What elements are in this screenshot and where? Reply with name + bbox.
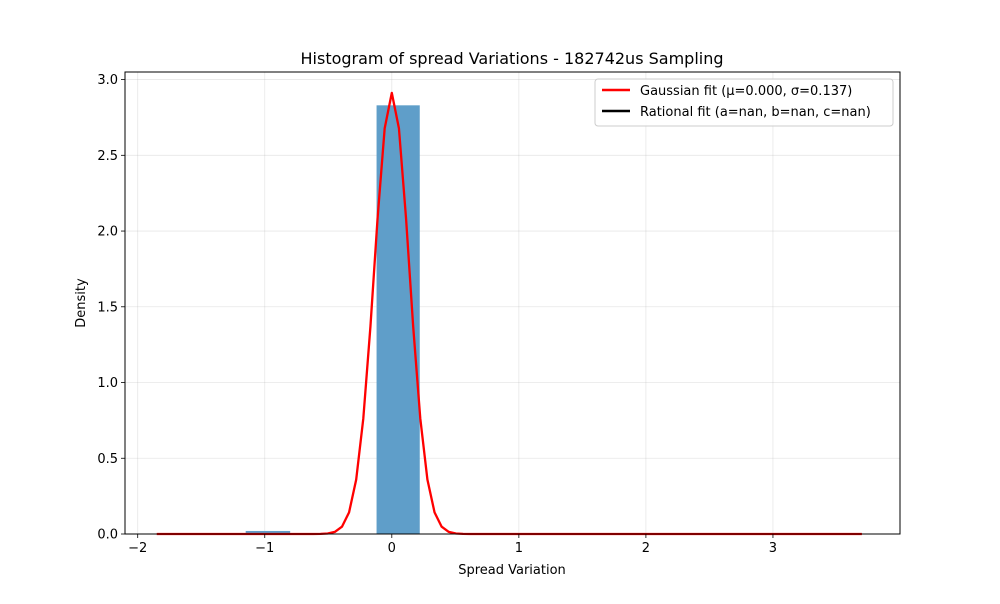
x-axis-label: Spread Variation — [458, 563, 566, 578]
x-tick-label: 1 — [515, 541, 523, 556]
y-tick-label: 2.5 — [97, 149, 118, 164]
chart-title: Histogram of spread Variations - 182742u… — [301, 49, 724, 68]
x-tick-label: 0 — [388, 541, 396, 556]
legend-label-rational: Rational fit (a=nan, b=nan, c=nan) — [640, 105, 871, 120]
y-tick-label: 1.0 — [97, 376, 118, 391]
y-tick-label: 3.0 — [97, 73, 118, 88]
histogram-bar — [245, 530, 291, 534]
x-tick-label: −2 — [128, 541, 147, 556]
legend: Gaussian fit (μ=0.000, σ=0.137) Rational… — [594, 78, 894, 127]
x-axis-ticks: −2 −1 0 1 2 3 — [128, 534, 777, 556]
y-tick-label: 1.5 — [97, 300, 118, 315]
x-tick-label: 3 — [769, 541, 777, 556]
y-axis-ticks: 0.0 0.5 1.0 1.5 2.0 2.5 3.0 — [97, 73, 125, 543]
y-tick-label: 0.5 — [97, 452, 118, 467]
x-tick-label: 2 — [642, 541, 650, 556]
y-axis-label: Density — [74, 278, 89, 328]
plot-frame — [124, 71, 901, 535]
x-tick-label: −1 — [255, 541, 274, 556]
y-tick-label: 2.0 — [97, 225, 118, 240]
legend-label-gaussian: Gaussian fit (μ=0.000, σ=0.137) — [640, 84, 852, 99]
y-tick-label: 0.0 — [97, 528, 118, 543]
legend-box — [594, 78, 894, 127]
